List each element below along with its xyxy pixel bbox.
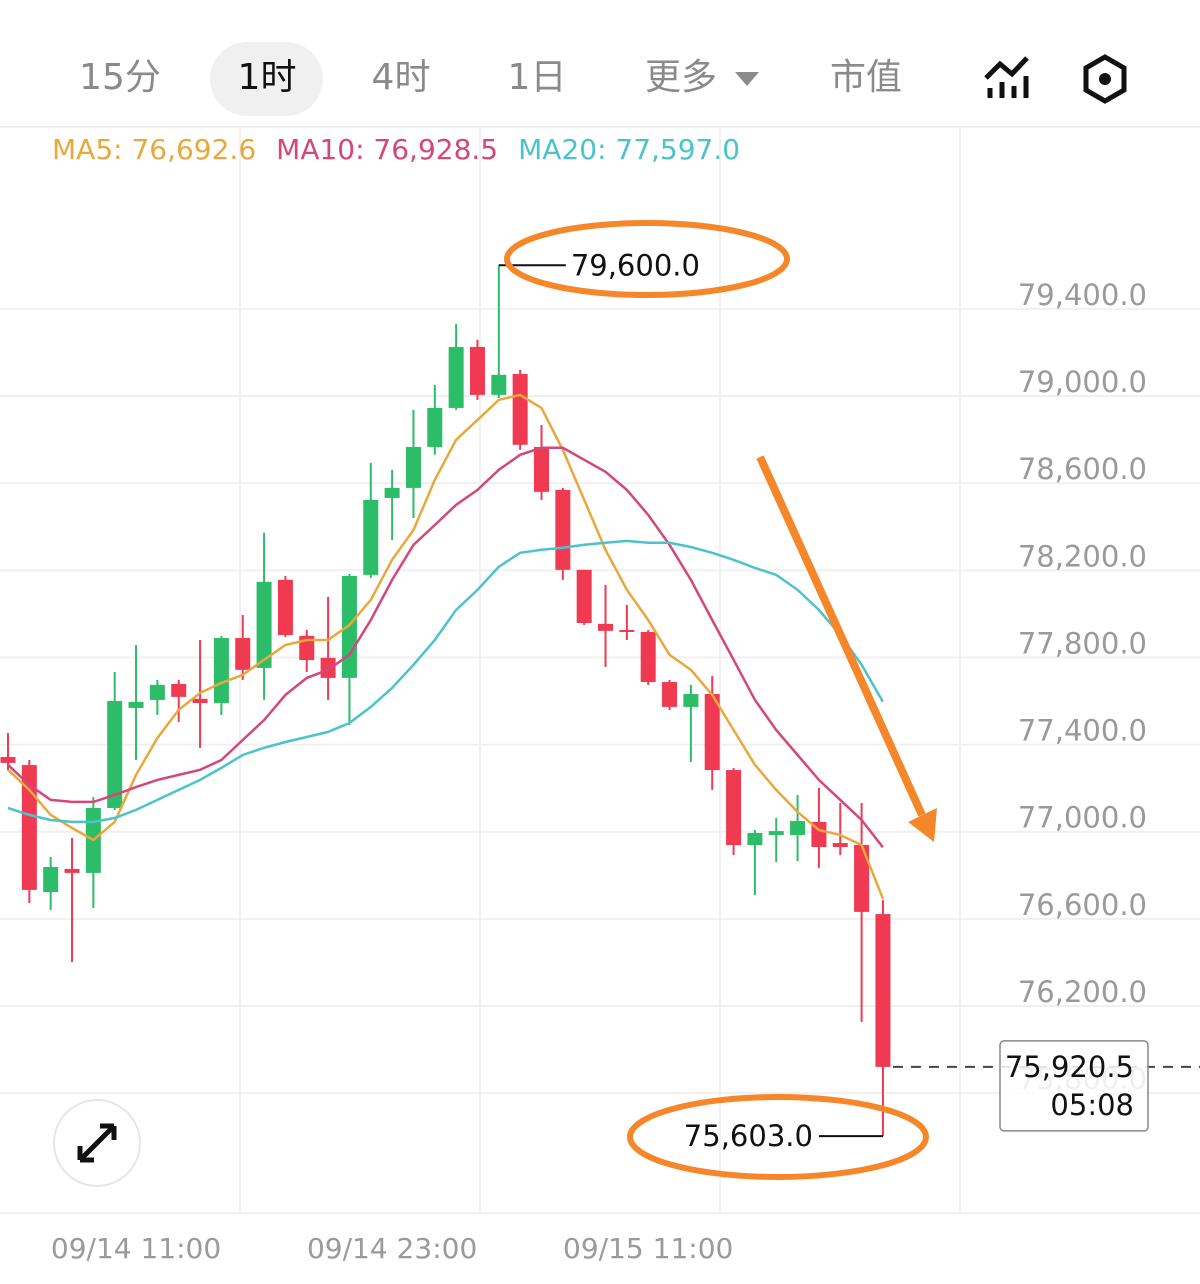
candle-body <box>534 446 549 492</box>
plot <box>0 265 891 1137</box>
candle-body <box>768 831 784 835</box>
candle-body <box>256 581 272 668</box>
ma-line <box>7 446 884 849</box>
candle-body <box>384 487 400 498</box>
tab[interactable]: 4时 <box>372 57 431 98</box>
low-label: 75,603.0 <box>684 1119 813 1153</box>
dropdown-arrow <box>735 72 759 86</box>
candle-body <box>662 682 678 707</box>
settings-icon[interactable] <box>1083 54 1127 104</box>
x-tick-label: 09/14 23:00 <box>307 1232 477 1265</box>
candle-body <box>341 575 357 678</box>
y-tick-label: 77,400.0 <box>1018 714 1147 748</box>
candle-body <box>875 914 891 1067</box>
x-tick-label: 09/14 11:00 <box>51 1232 221 1265</box>
y-tick-label: 77,800.0 <box>1018 626 1147 660</box>
tab[interactable]: 市值 <box>830 57 902 98</box>
candle-body <box>619 629 635 632</box>
countdown: 05:08 <box>1050 1088 1134 1122</box>
last-price-box <box>999 1040 1149 1132</box>
candle-body <box>683 694 699 707</box>
candle-body <box>43 867 59 893</box>
candle-body <box>128 701 144 708</box>
tab[interactable]: 1日 <box>508 57 567 98</box>
candle-body <box>790 821 806 835</box>
candle-body <box>491 374 507 395</box>
legend-entry: MA5: 76,692.6 <box>52 133 256 166</box>
candle-body <box>854 845 870 912</box>
y-tick-label: 79,000.0 <box>1018 365 1147 399</box>
candle-body <box>21 765 37 890</box>
x-tick-label: 09/15 11:00 <box>563 1232 733 1265</box>
candle-body <box>448 346 464 408</box>
candle-body <box>704 694 720 771</box>
indicator-icon[interactable] <box>984 56 1029 98</box>
ma-line <box>7 393 885 900</box>
legend: MA5: 76,692.6 MA10: 76,928.5 MA20: 77,597.… <box>52 133 740 166</box>
y-tick-label: 76,600.0 <box>1018 888 1147 922</box>
candle-body <box>832 843 848 847</box>
candle-body <box>277 579 293 635</box>
toolbar: 15分 1时 4时 1日 更多 市值 <box>0 42 1200 128</box>
candle-body <box>469 346 485 395</box>
legend-entry: MA20: 77,597.0 <box>518 133 740 166</box>
tab[interactable]: 更多 <box>645 57 717 98</box>
candle-body <box>576 569 592 624</box>
candle-body <box>405 446 421 488</box>
y-tick-label: 78,200.0 <box>1018 539 1147 573</box>
candle-body <box>555 489 571 570</box>
candle-body <box>213 638 229 703</box>
candle-body <box>107 701 123 808</box>
active-tab-bg <box>210 42 323 116</box>
y-tick-label: 79,400.0 <box>1018 278 1147 312</box>
last-price-label: 75,920.5 <box>1005 1050 1134 1084</box>
candle-body <box>64 868 80 873</box>
candle-body <box>363 499 379 575</box>
high-label: 79,600.0 <box>571 248 700 282</box>
candle-body <box>320 657 336 678</box>
annotations: 79,600.0 75,603.0 75,920.5 05:08 <box>498 248 1200 1153</box>
candle-body <box>747 833 763 846</box>
candle-body <box>192 698 208 703</box>
y-tick-label: 76,200.0 <box>1018 975 1147 1009</box>
y-tick-label: 78,600.0 <box>1018 452 1147 486</box>
tab-active[interactable]: 1时 <box>238 57 297 98</box>
ma-line <box>7 539 884 824</box>
expand-button[interactable] <box>53 1099 141 1187</box>
candle-body <box>598 623 614 631</box>
tab[interactable]: 15分 <box>79 57 161 98</box>
legend-entry: MA10: 76,928.5 <box>276 133 498 166</box>
candle-body <box>235 638 251 670</box>
candle-body <box>427 407 443 447</box>
candle-body <box>171 684 187 697</box>
candle-body <box>726 770 742 846</box>
candle-body <box>640 631 656 683</box>
candle-body <box>512 373 528 445</box>
highlight-marks <box>504 220 937 1180</box>
candle-body <box>0 756 16 763</box>
candle-body <box>149 684 165 700</box>
y-tick-label: 77,000.0 <box>1018 801 1147 835</box>
